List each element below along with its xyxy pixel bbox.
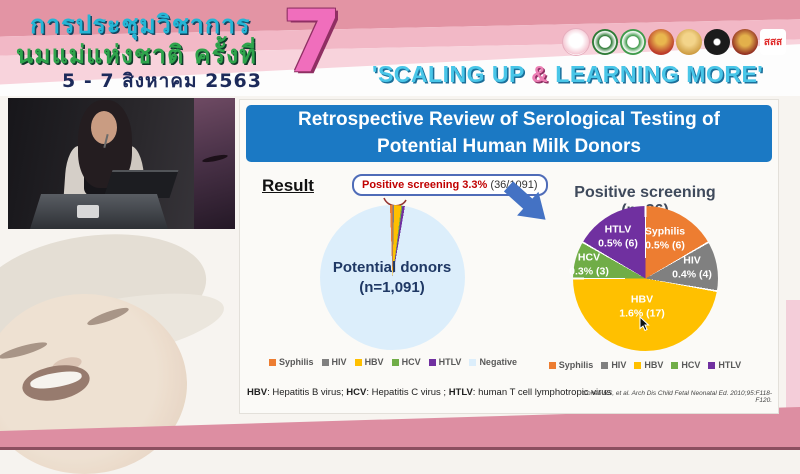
pie-label-hiv-name: HIV — [683, 254, 701, 267]
legend-item-hbv: HBV — [354, 357, 384, 367]
pie-label-hbv-name: HBV — [630, 293, 654, 306]
podium-label — [77, 205, 99, 218]
speaker-video-feed — [8, 98, 235, 229]
legend-swatch-icon — [601, 361, 609, 369]
video-baby-eye — [201, 153, 229, 164]
logo-black-seal-icon — [704, 29, 730, 55]
legend-swatch-icon — [391, 358, 399, 366]
pie-label-hcv: HCV 0.3% (3) — [569, 251, 609, 278]
conference-header-banner: การประชุมวิชาการ นมแม่แห่งชาติ ครั้งที่ … — [0, 0, 800, 96]
pie-label-hbv: HBV 1.6% (17) — [619, 293, 665, 320]
bottom-border-line — [0, 447, 800, 450]
legend-item-negative: Negative — [469, 357, 517, 367]
positive-screening-callout: Positive screening 3.3% (36/1091) — [352, 174, 548, 196]
pie-label-htlv-value: 0.5% (6) — [598, 237, 638, 249]
callout-highlight: Positive screening 3.3% — [362, 179, 488, 191]
pie-label-syphilis-value: 0.5% (6) — [645, 239, 685, 251]
legend-swatch-icon — [428, 358, 436, 366]
conference-dates: 5 - 7 สิงหาคม 2563 — [62, 70, 262, 92]
legend-item-hbv: HBV — [634, 360, 663, 370]
logo-red-royal-emblem-icon — [648, 29, 674, 55]
pie-label-htlv-name: HTLV — [604, 223, 632, 236]
conference-title-line1: การประชุมวิชาการ — [30, 10, 251, 39]
legend-swatch-icon — [321, 358, 329, 366]
sponsor-logos-row: สสส — [562, 28, 786, 56]
footnote-abbr-hcv: HCV — [346, 387, 367, 398]
left-pie-legend: Syphilis HIV HBV HCV HTLV Negative — [248, 357, 538, 367]
legend-item-hiv: HIV — [601, 360, 626, 370]
slogan-ampersand: & — [531, 61, 549, 87]
legend-item-hcv: HCV — [391, 357, 421, 367]
arrow-right-icon — [502, 184, 554, 228]
footnote-abbr-htlv: HTLV — [448, 387, 473, 398]
legend-label: HCV — [401, 357, 421, 367]
legend-item-syphilis: Syphilis — [548, 360, 594, 370]
legend-label: Negative — [479, 357, 517, 367]
reference-citation: Cohen RS, et al. Arch Dis Child Fetal Ne… — [582, 390, 772, 404]
legend-swatch-icon — [548, 361, 556, 369]
legend-label: HBV — [364, 357, 384, 367]
potential-donors-label-line2: (n=1,091) — [359, 279, 425, 297]
legend-item-hcv: HCV — [671, 360, 700, 370]
footnote-text-hbv: : Hepatitis B virus; — [267, 387, 347, 398]
pie-label-hiv: HIV 0.4% (4) — [672, 254, 712, 281]
legend-label: HIV — [611, 360, 627, 370]
speaker-face — [91, 111, 117, 144]
legend-swatch-icon — [671, 361, 679, 369]
logo-green-seal-2-icon — [620, 29, 646, 55]
legend-item-htlv: HTLV — [708, 360, 741, 370]
right-edge-pink-strip — [786, 300, 800, 440]
logo-gold-royal-emblem-icon — [676, 29, 702, 55]
pie-label-syphilis-name: Syphilis — [644, 225, 686, 238]
podium — [30, 194, 168, 229]
legend-label: HTLV — [718, 360, 742, 370]
pie-label-hcv-value: 0.3% (3) — [569, 265, 609, 277]
legend-label: HTLV — [438, 357, 462, 367]
potential-donors-label: Potential donors (n=1,091) — [302, 258, 482, 299]
presentation-slide: Retrospective Review of Serological Test… — [240, 100, 778, 413]
abbreviation-footnote: HBV: Hepatitis B virus; HCV: Hepatitis C… — [247, 387, 611, 398]
legend-label: Syphilis — [558, 360, 594, 370]
right-pie-legend: Syphilis HIV HBV HCV HTLV — [548, 360, 741, 370]
footnote-abbr-hbv: HBV — [247, 387, 268, 398]
slogan-open: 'SCALING UP — [372, 61, 532, 87]
legend-item-hiv: HIV — [321, 357, 347, 367]
pie-label-hcv-name: HCV — [577, 251, 601, 264]
logo-mother-and-child-icon — [562, 28, 590, 56]
legend-label: Syphilis — [279, 357, 314, 367]
legend-swatch-icon — [269, 358, 277, 366]
slogan-close: LEARNING MORE' — [548, 61, 764, 87]
potential-donors-label-line1: Potential donors — [332, 259, 452, 276]
legend-swatch-icon — [634, 361, 642, 369]
legend-item-htlv: HTLV — [428, 357, 462, 367]
conference-slogan: 'SCALING UP & LEARNING MORE' — [372, 61, 763, 88]
pie-label-hiv-value: 0.4% (4) — [672, 268, 712, 280]
logo-green-seal-1-icon — [592, 29, 618, 55]
laptop-on-podium — [103, 170, 179, 198]
legend-label: HIV — [331, 357, 347, 367]
result-label: Result — [262, 176, 314, 195]
pie-label-htlv: HTLV 0.5% (6) — [598, 223, 638, 250]
slide-title: Retrospective Review of Serological Test… — [246, 105, 772, 162]
potential-donors-pie-chart — [320, 205, 465, 350]
legend-swatch-icon — [469, 358, 477, 366]
footnote-text-htlv: : human T cell lymphotropic virus — [472, 387, 612, 398]
legend-swatch-icon — [354, 358, 362, 366]
legend-label: HCV — [681, 360, 701, 370]
edition-number: 7 — [282, 0, 342, 92]
pie-label-syphilis: Syphilis 0.5% (6) — [645, 225, 685, 252]
pie-label-hbv-value: 1.6% (17) — [619, 307, 665, 319]
video-baby-backdrop — [194, 98, 235, 229]
logo-red-crest-icon — [732, 29, 758, 55]
legend-item-syphilis: Syphilis — [269, 357, 314, 367]
legend-label: HBV — [644, 360, 664, 370]
mouse-cursor-icon — [639, 316, 650, 332]
footnote-text-hcv: : Hepatitis C virus ; — [366, 387, 449, 398]
legend-swatch-icon — [708, 361, 716, 369]
conference-title-line2: นมแม่แห่งชาติ ครั้งที่ — [16, 40, 257, 69]
logo-thai-health-sss-icon: สสส — [760, 29, 786, 55]
